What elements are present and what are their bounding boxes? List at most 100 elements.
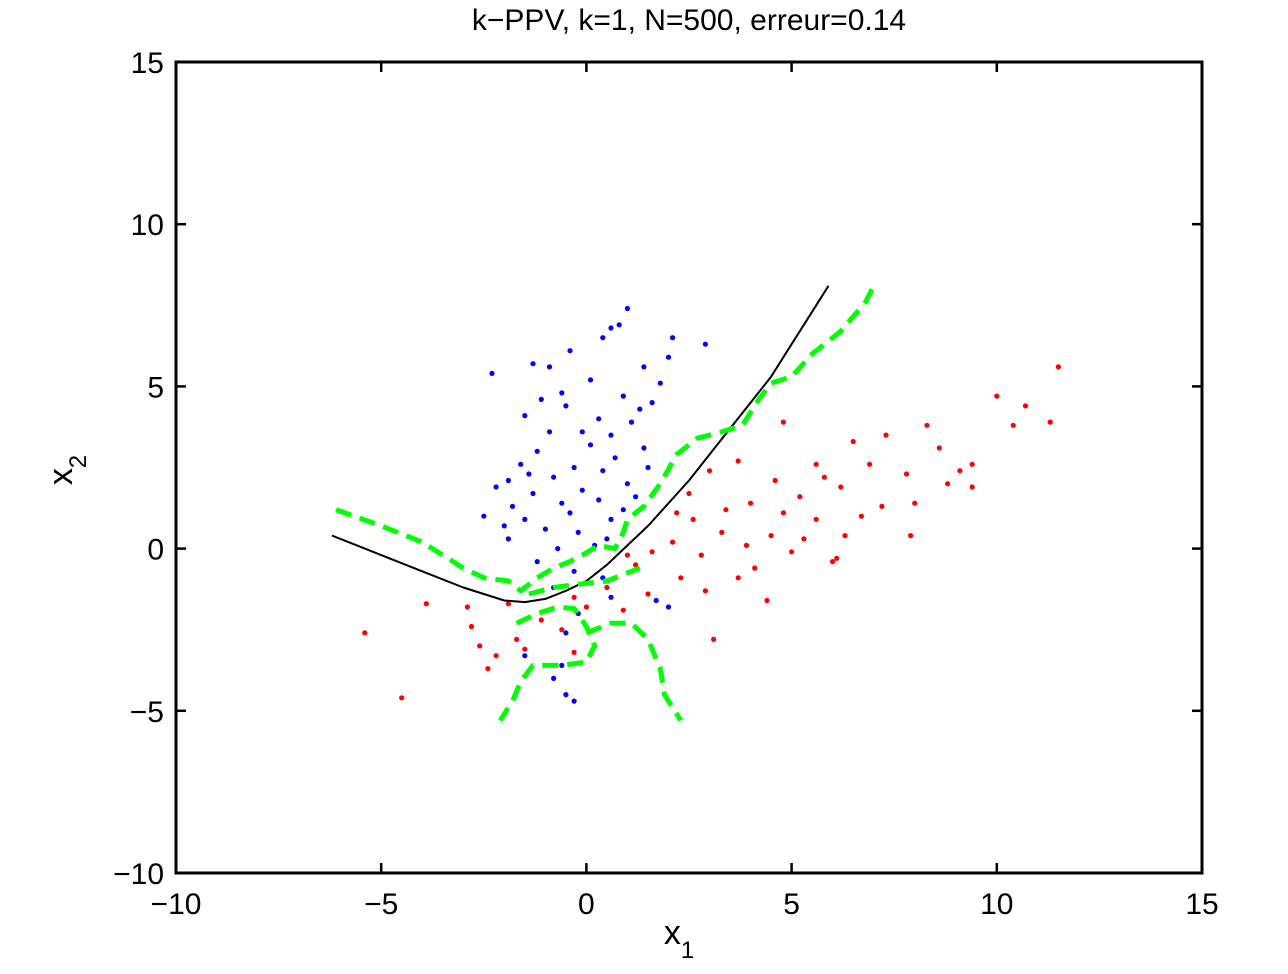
class-2-red-point-8: [924, 422, 930, 428]
class-2-red-point-69: [912, 500, 918, 506]
class-1-blue-point-22: [608, 432, 614, 438]
class-1-blue-point-17: [522, 413, 528, 419]
class-2-red-point-45: [493, 653, 499, 659]
class-1-blue-point-7: [624, 305, 631, 312]
x-tick-label-5: 15: [1185, 888, 1218, 921]
class-1-blue-point-15: [559, 390, 565, 396]
class-1-blue-point-21: [546, 429, 553, 435]
class-1-blue-point-68: [579, 429, 585, 435]
class-1-blue-point-20: [628, 419, 635, 425]
class-1-blue-point-32: [645, 464, 651, 471]
class-2-red-point-18: [879, 503, 885, 509]
class-2-red-point-64: [686, 490, 692, 497]
class-2-red-point-56: [706, 468, 713, 474]
class-2-red-point-49: [423, 601, 429, 607]
class-1-blue-point-55: [608, 594, 614, 600]
class-1-blue-point-19: [596, 416, 602, 422]
class-2-red-point-54: [764, 597, 770, 604]
class-1-blue-point-37: [509, 503, 516, 509]
class-2-red-point-34: [678, 575, 684, 581]
class-2-red-point-67: [505, 601, 511, 607]
class-1-blue-series: [481, 305, 709, 704]
class-2-red-point-52: [399, 695, 405, 701]
class-1-blue-point-35: [579, 487, 585, 493]
plot-layer: [331, 284, 1061, 722]
class-2-red-point-4: [1047, 419, 1053, 425]
class-1-blue-point-24: [587, 442, 594, 448]
class-2-red-point-16: [838, 484, 844, 490]
class-1-blue-point-69: [526, 471, 532, 477]
class-2-red-point-60: [858, 513, 865, 519]
class-2-red-series: [362, 364, 1061, 701]
class-2-red-point-59: [908, 533, 914, 539]
y-tick-label-3: 5: [147, 371, 164, 404]
class-1-blue-point-2: [530, 361, 536, 367]
class-1-blue-point-66: [637, 406, 643, 412]
class-2-red-point-5: [1010, 422, 1016, 428]
x-tick-label-2: 0: [578, 888, 595, 921]
class-2-red-point-55: [780, 419, 787, 425]
class-2-red-point-63: [735, 458, 741, 464]
class-2-red-point-31: [698, 552, 704, 558]
class-2-red-point-42: [559, 627, 565, 633]
y-tick-label-0: −10: [113, 858, 164, 891]
class-1-blue-point-28: [612, 455, 618, 461]
x-tick-label-0: −10: [151, 888, 202, 921]
class-1-blue-point-51: [534, 559, 540, 565]
class-2-red-point-47: [522, 646, 528, 652]
class-2-red-point-51: [362, 630, 368, 636]
class-2-red-point-36: [702, 588, 709, 594]
class-2-red-point-26: [752, 565, 758, 571]
class-2-red-point-30: [670, 539, 676, 545]
class-2-red-point-20: [813, 516, 819, 523]
class-2-red-point-44: [468, 623, 475, 630]
class-2-red-point-48: [571, 649, 577, 656]
class-2-red-point-68: [477, 643, 483, 649]
class-1-blue-point-3: [546, 364, 553, 370]
class-2-red-point-2: [1022, 403, 1029, 409]
axes-frame: [174, 60, 1204, 875]
class-2-red-point-17: [797, 494, 803, 500]
class-1-blue-point-46: [575, 529, 581, 536]
class-1-blue-point-14: [587, 377, 594, 383]
class-1-blue-point-52: [571, 568, 577, 574]
class-2-red-point-22: [768, 533, 774, 539]
class-2-red-point-62: [772, 477, 778, 484]
chart-title: k−PPV, k=1, N=500, erreur=0.14: [472, 4, 906, 37]
class-1-blue-point-48: [505, 536, 511, 542]
class-2-red-point-40: [620, 607, 626, 613]
class-2-red-point-46: [485, 666, 491, 672]
k-nn-boundary-inner-line: [528, 565, 641, 597]
x-tick-label-1: −5: [364, 888, 398, 921]
class-1-blue-point-5: [600, 335, 606, 341]
class-2-red-point-15: [945, 481, 951, 487]
class-1-blue-point-65: [665, 604, 672, 610]
class-2-red-point-43: [514, 636, 520, 643]
class-1-blue-point-27: [571, 464, 577, 471]
class-1-blue-point-30: [551, 474, 557, 480]
class-2-red-point-1: [1055, 364, 1061, 370]
class-2-red-point-29: [723, 507, 729, 513]
class-1-blue-point-23: [534, 448, 540, 454]
y-tick-label-1: −5: [130, 696, 164, 729]
k-nn-boundary-island-line: [498, 604, 598, 722]
class-2-red-point-21: [842, 533, 848, 539]
y-axis-label-subscript: 2: [65, 455, 92, 468]
class-2-red-point-71: [834, 555, 840, 561]
class-2-red-point-23: [743, 542, 750, 549]
class-1-blue-point-26: [518, 461, 524, 467]
class-2-red-point-50: [464, 604, 470, 610]
class-2-red-point-27: [719, 529, 725, 536]
class-1-blue-point-60: [559, 662, 565, 669]
class-1-blue-point-67: [649, 400, 655, 406]
class-2-red-point-14: [903, 471, 910, 477]
class-1-blue-point-12: [641, 364, 647, 370]
class-1-blue-point-39: [596, 497, 602, 503]
class-2-red-point-6: [969, 461, 975, 467]
class-2-red-point-25: [830, 559, 836, 565]
class-2-red-point-9: [883, 432, 889, 438]
class-2-red-point-53: [711, 636, 717, 643]
class-1-blue-point-44: [608, 516, 614, 523]
k-nn-boundary-upper-line: [335, 284, 876, 594]
class-1-blue-point-72: [538, 396, 544, 402]
